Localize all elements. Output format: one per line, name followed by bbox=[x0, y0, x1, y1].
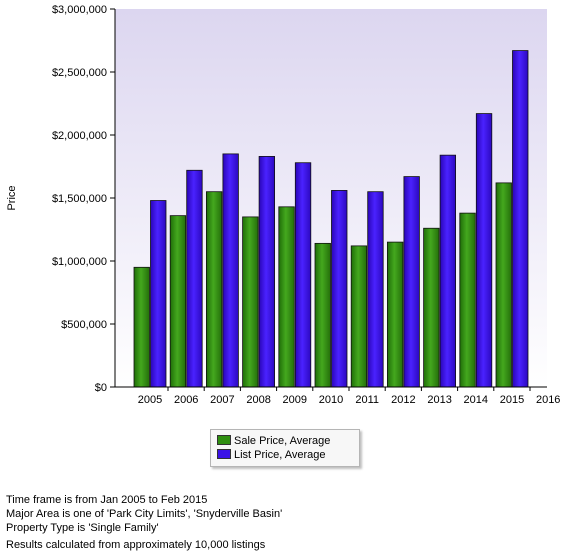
bar-list-price bbox=[222, 153, 239, 388]
bars-group bbox=[133, 50, 529, 388]
note-property-type: Property Type is 'Single Family' bbox=[6, 522, 159, 534]
y-tick-label: $3,000,000 bbox=[52, 4, 107, 16]
bar-list-price bbox=[258, 156, 276, 388]
bar-list-price bbox=[186, 169, 203, 388]
bar-sale-price bbox=[314, 242, 331, 388]
x-tick-label: 2013 bbox=[427, 394, 451, 406]
y-axis-title: Price bbox=[6, 185, 18, 210]
x-tick-label: 2008 bbox=[246, 394, 270, 406]
x-tick-label: 2011 bbox=[355, 394, 379, 406]
bar-list-price bbox=[403, 176, 420, 388]
x-tick-label: 2005 bbox=[138, 394, 162, 406]
list-price-swatch bbox=[217, 449, 231, 459]
bar-sale-price bbox=[495, 182, 512, 388]
x-tick-label: 2007 bbox=[210, 394, 234, 406]
note-results-count: Results calculated from approximately 10… bbox=[6, 539, 266, 551]
bar-sale-price bbox=[205, 191, 223, 388]
bar-sale-price bbox=[459, 212, 476, 388]
note-major-area: Major Area is one of 'Park City Limits',… bbox=[6, 508, 283, 520]
y-tick-label: $1,000,000 bbox=[52, 256, 107, 268]
bar-list-price bbox=[367, 191, 384, 388]
bar-sale-price bbox=[423, 227, 440, 388]
chart-notes: Time frame is from Jan 2005 to Feb 2015 … bbox=[6, 493, 282, 552]
price-bar-chart: $3,000,000 $2,500,000 $2,000,000 $1,500,000… bbox=[6, 4, 560, 406]
legend-item-list-price: List Price, Average bbox=[217, 448, 326, 462]
x-tick-label: 2012 bbox=[391, 394, 415, 406]
legend-label-list-price: List Price, Average bbox=[234, 449, 326, 461]
bar-list-price bbox=[512, 50, 529, 388]
x-tick-label: 2006 bbox=[174, 394, 198, 406]
x-tick-label: 2009 bbox=[283, 394, 307, 406]
bar-sale-price bbox=[169, 215, 187, 388]
chart-legend: Sale Price, Average List Price, Average bbox=[210, 429, 360, 467]
x-tick-label: 2010 bbox=[319, 394, 343, 406]
bar-sale-price bbox=[242, 216, 259, 388]
x-axis-ticks: 2005 2006 2007 2008 2009 2010 2011 2012 2013 2014… bbox=[138, 387, 560, 406]
bar-list-price bbox=[475, 113, 493, 388]
x-tick-label: 2016 bbox=[536, 394, 560, 406]
bar-list-price bbox=[150, 200, 167, 388]
bar-list-price bbox=[331, 190, 348, 388]
y-tick-label: $1,500,000 bbox=[52, 193, 107, 205]
x-tick-label: 2015 bbox=[500, 394, 524, 406]
sale-price-swatch bbox=[217, 435, 231, 445]
y-tick-label: $0 bbox=[95, 382, 107, 394]
bar-sale-price bbox=[350, 245, 368, 388]
y-tick-label: $2,000,000 bbox=[52, 130, 107, 142]
y-axis-ticks: $3,000,000 $2,500,000 $2,000,000 $1,500,000… bbox=[52, 4, 115, 394]
x-tick-label: 2014 bbox=[464, 394, 488, 406]
bar-sale-price bbox=[133, 266, 150, 388]
bar-list-price bbox=[294, 162, 312, 388]
y-tick-label: $500,000 bbox=[61, 319, 107, 331]
note-time-frame: Time frame is from Jan 2005 to Feb 2015 bbox=[6, 494, 208, 506]
legend-label-sale-price: Sale Price, Average bbox=[234, 435, 331, 447]
y-tick-label: $2,500,000 bbox=[52, 67, 107, 79]
legend-item-sale-price: Sale Price, Average bbox=[217, 434, 330, 448]
bar-list-price bbox=[439, 154, 457, 388]
bar-sale-price bbox=[278, 206, 295, 388]
bar-sale-price bbox=[386, 241, 404, 388]
